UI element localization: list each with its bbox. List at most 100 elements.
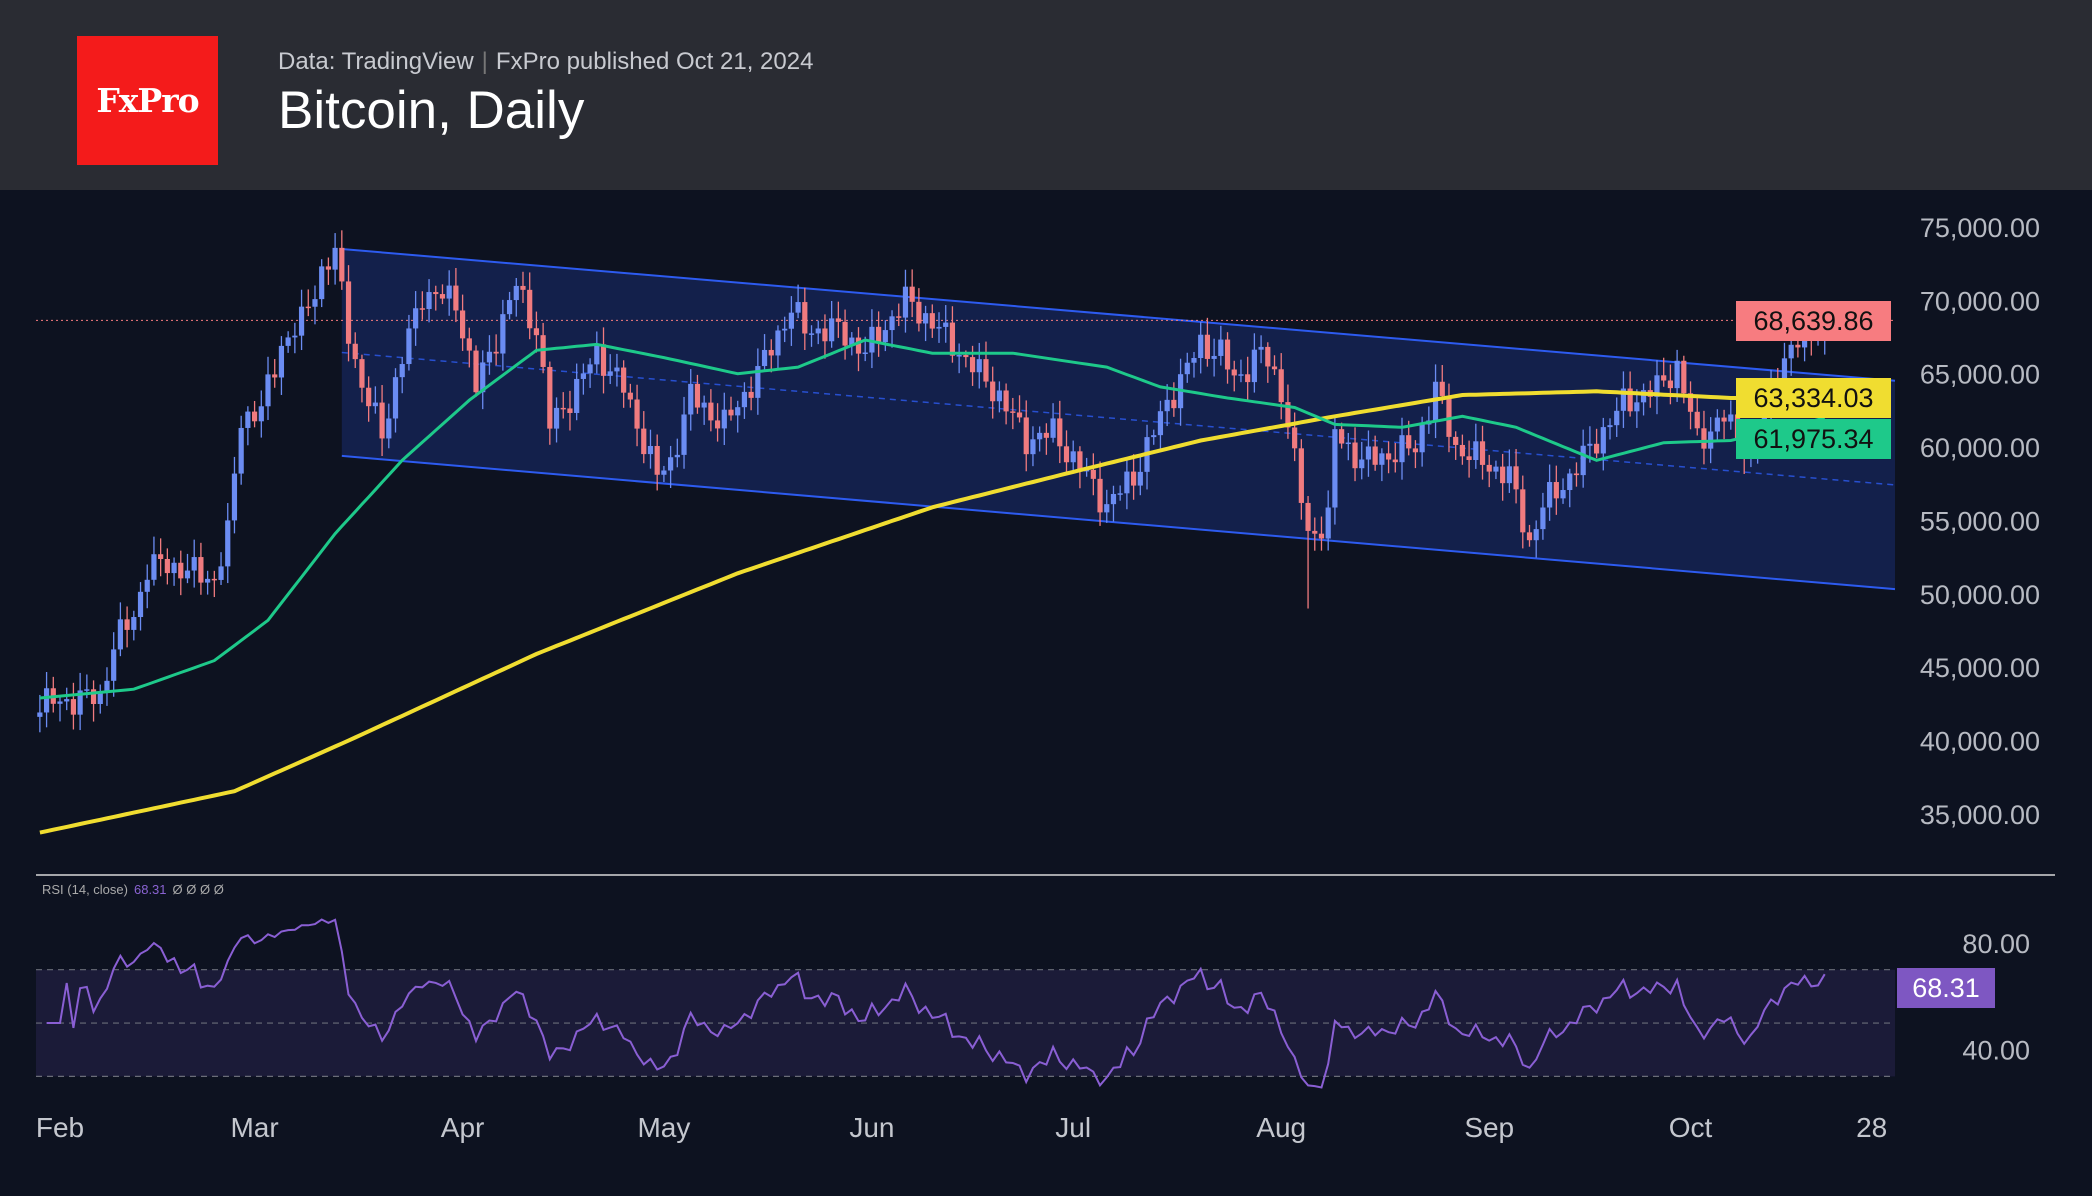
candle-body [822, 328, 828, 342]
candle-body [1687, 393, 1694, 412]
candle-body [1157, 411, 1164, 436]
rsi-line [46, 918, 1826, 1089]
candle-body [795, 302, 801, 313]
candle-body [688, 383, 694, 415]
candle-body [419, 308, 425, 310]
candle-body [151, 554, 157, 580]
candle-body [1513, 466, 1519, 490]
candle-body [634, 399, 640, 429]
candle-body [1661, 375, 1667, 381]
candle-body [1211, 355, 1217, 359]
candle-body [1701, 428, 1707, 449]
candle-body [835, 318, 841, 322]
candle-body [225, 520, 231, 567]
candle-body [1345, 442, 1351, 445]
candle-body [1352, 442, 1358, 469]
candle-body [1681, 360, 1687, 394]
x-tick-label: 28 [1856, 1112, 1887, 1143]
candle-body [1245, 374, 1251, 383]
candle-body [480, 362, 486, 393]
candle-body [882, 330, 888, 343]
candle-body [600, 344, 607, 376]
candle-body [1339, 429, 1345, 444]
candle-body [57, 701, 63, 704]
candle-body [808, 333, 815, 335]
candle-body [513, 285, 519, 301]
candle-body [1325, 507, 1331, 539]
candle-body [1204, 334, 1211, 359]
candle-body [755, 366, 761, 398]
candle-body [1553, 482, 1559, 499]
candle-body [325, 266, 331, 270]
candle-body [305, 306, 311, 309]
candle-body [1412, 448, 1419, 453]
candle-body [1184, 362, 1190, 375]
candle-body [567, 408, 573, 413]
candle-body [1318, 533, 1325, 539]
candle-body [607, 371, 613, 376]
candle-body [298, 306, 305, 336]
candle-body [251, 411, 258, 422]
candle-body [1540, 507, 1546, 530]
candle-body [1526, 532, 1533, 541]
candle-body [272, 374, 278, 378]
candle-body [1151, 435, 1157, 438]
channel-midline [341, 351, 1896, 486]
candle-body [285, 337, 291, 346]
candle-body [1251, 349, 1257, 383]
rsi-value-tag: 68.31 [1897, 968, 1995, 1008]
candle-body [1238, 374, 1244, 376]
candle-body [1050, 418, 1056, 438]
candle-body [1124, 471, 1130, 494]
candle-body [144, 579, 150, 592]
candle-body [1500, 466, 1506, 484]
candle-body [1399, 435, 1405, 463]
candle-body [1419, 424, 1425, 453]
candle-body [922, 313, 929, 324]
candle-body [1164, 399, 1170, 412]
candle-body [1023, 417, 1029, 455]
candle-body [654, 445, 660, 475]
candle-body [158, 554, 164, 559]
candle-body [97, 691, 103, 705]
candle-body [735, 407, 741, 416]
candle-body [782, 328, 788, 331]
x-tick-label: Feb [36, 1112, 84, 1143]
candle-body [198, 557, 204, 583]
candle-body [399, 364, 405, 378]
candle-body [996, 390, 1002, 402]
candle-body [1446, 395, 1452, 437]
candle-body [1010, 411, 1016, 413]
fxpro-logo: FxPro [77, 36, 218, 165]
candle-body [580, 373, 586, 379]
candle-body [446, 285, 452, 299]
candle-body [1667, 380, 1673, 389]
candle-body [319, 266, 325, 300]
candle-body [1131, 471, 1137, 486]
candle-body [493, 351, 499, 354]
candle-body [372, 402, 378, 407]
candle-body [164, 558, 170, 574]
candle-body [1292, 427, 1298, 449]
candle-body [453, 285, 459, 311]
candle-body [1607, 425, 1613, 428]
candle-body [855, 337, 862, 354]
y-tick-label: 65,000.00 [1920, 360, 2040, 390]
rsi-legend-value: 68.31 [133, 882, 167, 897]
candle-body [506, 300, 513, 315]
candle-body [1600, 427, 1606, 454]
candle-body [1372, 446, 1378, 465]
candle-body [64, 699, 70, 702]
candle-body [896, 316, 902, 318]
chart-title: Bitcoin, Daily [278, 81, 585, 140]
candle-body [500, 314, 506, 354]
candle-body [1258, 346, 1264, 350]
rsi-tick-label: 80.00 [1962, 929, 2030, 959]
channel-upper [341, 248, 1896, 382]
candle-body [1573, 473, 1580, 476]
candle-body [1593, 443, 1600, 454]
candle-body [990, 381, 996, 402]
candle-body [1728, 414, 1734, 422]
candle-body [1385, 453, 1392, 460]
